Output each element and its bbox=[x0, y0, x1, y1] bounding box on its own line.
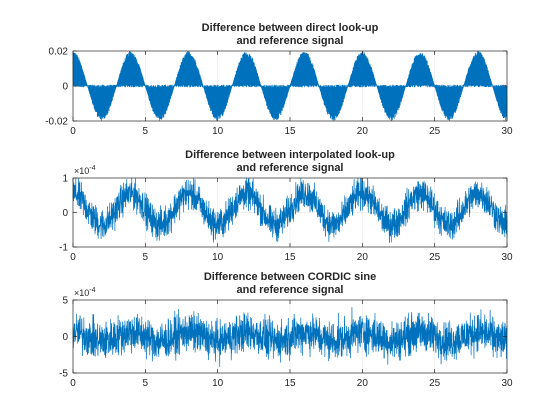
y-tick-label: 5 bbox=[62, 296, 68, 307]
subplot-title-line: and reference signal bbox=[237, 284, 344, 296]
x-tick-label: 20 bbox=[357, 252, 369, 263]
subplot-title-line: Difference between CORDIC sine bbox=[204, 271, 376, 283]
x-tick-label: 5 bbox=[143, 378, 149, 389]
subplot-title-line: and reference signal bbox=[237, 162, 344, 174]
x-tick-label: 25 bbox=[429, 126, 441, 137]
subplot-title-line: Difference between interpolated look-up bbox=[185, 149, 395, 161]
x-tick-label: 25 bbox=[429, 378, 441, 389]
series-line bbox=[72, 307, 508, 368]
x-tick-label: 0 bbox=[70, 378, 76, 389]
x-tick-label: 0 bbox=[70, 126, 76, 137]
y-tick-label: 0.02 bbox=[49, 47, 69, 58]
x-tick-label: 20 bbox=[357, 126, 369, 137]
x-tick-label: 15 bbox=[284, 252, 296, 263]
x-tick-label: 15 bbox=[284, 378, 296, 389]
x-tick-label: 0 bbox=[70, 252, 76, 263]
subplot-title-line: and reference signal bbox=[237, 35, 344, 47]
x-tick-label: 10 bbox=[212, 378, 224, 389]
y-tick-label: 0 bbox=[62, 208, 68, 219]
y-tick-label: -1 bbox=[59, 243, 68, 254]
x-tick-label: 5 bbox=[143, 252, 149, 263]
x-tick-label: 10 bbox=[212, 126, 224, 137]
y-tick-label: -0.02 bbox=[45, 117, 68, 128]
series-line bbox=[72, 51, 508, 121]
y-tick-label: 0 bbox=[62, 82, 68, 93]
x-tick-label: 5 bbox=[143, 126, 149, 137]
x-tick-label: 30 bbox=[501, 126, 513, 137]
y-exponent-label: ×10-4 bbox=[74, 287, 96, 298]
x-tick-label: 20 bbox=[357, 378, 369, 389]
x-tick-label: 25 bbox=[429, 252, 441, 263]
y-exponent-label: ×10-4 bbox=[74, 165, 96, 176]
x-tick-label: 30 bbox=[501, 252, 513, 263]
y-tick-label: -5 bbox=[59, 369, 68, 380]
y-tick-label: 0 bbox=[62, 332, 68, 343]
series-line bbox=[72, 177, 508, 243]
x-tick-label: 30 bbox=[501, 378, 513, 389]
y-tick-label: 1 bbox=[62, 174, 68, 185]
x-tick-label: 10 bbox=[212, 252, 224, 263]
subplot-title-line: Difference between direct look-up bbox=[202, 22, 379, 34]
x-tick-label: 15 bbox=[284, 126, 296, 137]
